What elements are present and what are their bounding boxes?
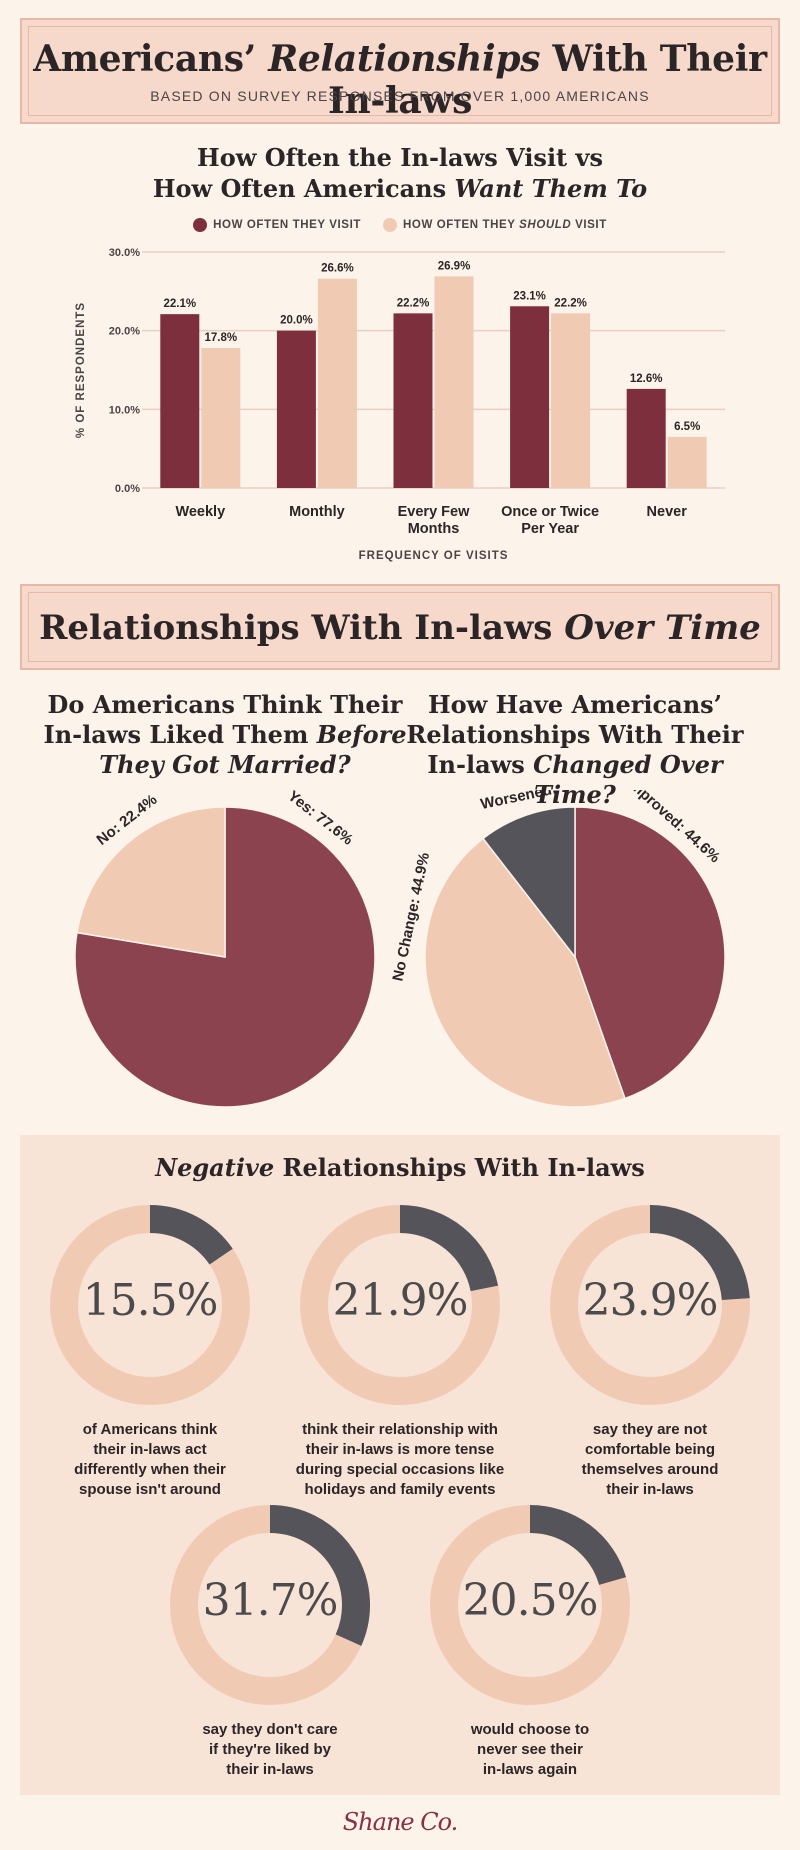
pie2-title: How Have Americans’ Relationships With T… bbox=[406, 690, 744, 809]
caption-line: would choose to bbox=[470, 1721, 590, 1738]
legend-swatch-dark bbox=[193, 218, 208, 232]
donut-arc bbox=[269, 1505, 370, 1646]
donut-ring bbox=[550, 1205, 750, 1405]
caption-line: never see their bbox=[477, 1741, 583, 1758]
donut-stat: 23.9% bbox=[550, 1205, 750, 1405]
bar-visit bbox=[276, 330, 316, 488]
bar-value-label: 26.9% bbox=[438, 260, 471, 272]
pie-chart-liked-before: Yes: 77.6%No: 22.4% bbox=[74, 790, 376, 1108]
bar-should-visit bbox=[201, 347, 241, 488]
bar-value-label: 26.6% bbox=[321, 263, 354, 275]
donut-ring bbox=[300, 1205, 500, 1405]
bar-should-visit bbox=[551, 313, 591, 488]
donut-value: 21.9% bbox=[332, 1275, 469, 1326]
caption-line: their in-laws act bbox=[93, 1441, 207, 1458]
caption-line: during special occasions like bbox=[295, 1461, 505, 1478]
x-tick-label: Every Few bbox=[398, 504, 470, 520]
negative-title: Negative Relationships With In-laws bbox=[155, 1153, 645, 1182]
x-axis-label: FREQUENCY OF VISITS bbox=[359, 550, 509, 562]
donut-caption: of Americans think their in-laws act diffe… bbox=[40, 1420, 260, 1500]
bar-visit bbox=[510, 306, 550, 488]
bar-visit bbox=[393, 313, 433, 488]
y-tick-label: 10.0% bbox=[109, 404, 140, 416]
section-banner: Relationships With In-laws Over Time bbox=[20, 584, 780, 670]
negative-panel bbox=[20, 1135, 780, 1795]
donut-stat: 31.7% bbox=[170, 1505, 370, 1705]
donut-stat: 21.9% bbox=[300, 1205, 500, 1405]
x-tick-label: Once or Twice bbox=[501, 504, 599, 520]
bar-value-label: 6.5% bbox=[674, 421, 700, 433]
bar-should-visit bbox=[667, 436, 707, 488]
caption-line: holidays and family events bbox=[304, 1481, 496, 1498]
donut-ring bbox=[50, 1205, 250, 1405]
caption-line: say they are not bbox=[592, 1421, 708, 1438]
y-tick-label: 0.0% bbox=[115, 483, 140, 495]
caption-line: in-laws again bbox=[482, 1761, 578, 1778]
donut-caption: say they are not comfortable being themsel… bbox=[540, 1420, 760, 1500]
donut-caption: would choose to never see their in-laws ag… bbox=[420, 1720, 640, 1780]
legend-swatch-light bbox=[383, 218, 398, 232]
pie-slice bbox=[482, 806, 576, 960]
bar-value-label: 22.2% bbox=[397, 297, 430, 309]
bar-legend: HOW OFTEN THEY VISIT HOW OFTEN THEY SHOU… bbox=[0, 218, 800, 232]
donut-value: 15.5% bbox=[82, 1275, 219, 1326]
caption-line: their in-laws bbox=[226, 1761, 314, 1778]
header-banner: Americans’ Relationships With Their In-l… bbox=[20, 18, 780, 124]
caption-line: say they don't care bbox=[202, 1721, 338, 1738]
x-tick-label: Weekly bbox=[175, 504, 225, 520]
caption-line: comfortable being bbox=[584, 1441, 715, 1458]
donut-ring bbox=[170, 1505, 370, 1705]
caption-line: differently when their bbox=[74, 1461, 226, 1478]
x-tick-label: Per Year bbox=[521, 521, 579, 537]
bar-value-label: 22.1% bbox=[163, 298, 196, 310]
page-subtitle: BASED ON SURVEY RESPONSES FROM OVER 1,00… bbox=[150, 88, 650, 104]
legend-item-should-visit: HOW OFTEN THEY SHOULD VISIT bbox=[383, 218, 607, 232]
legend-item-visit: HOW OFTEN THEY VISIT bbox=[193, 218, 361, 232]
bar-value-label: 23.1% bbox=[513, 290, 546, 302]
bar-value-label: 22.2% bbox=[554, 297, 587, 309]
donut-value: 31.7% bbox=[202, 1575, 339, 1626]
bar-should-visit bbox=[434, 276, 474, 488]
section-title: Relationships With In-laws Over Time bbox=[39, 608, 761, 648]
bar-chart: 0.0% 10.0% 20.0% 30.0% % OF RESPONDENTS 22.1%… bbox=[75, 247, 725, 562]
donut-caption: think their relationship with their in-la… bbox=[290, 1420, 510, 1500]
pie-slice bbox=[76, 806, 226, 958]
x-tick-label: Never bbox=[647, 504, 688, 520]
bar-value-label: 17.8% bbox=[204, 332, 237, 344]
caption-line: their in-laws bbox=[606, 1481, 694, 1498]
bar-should-visit bbox=[317, 278, 357, 488]
brand-logo: Shane Co. bbox=[342, 1808, 459, 1836]
donut-stat: 20.5% bbox=[430, 1505, 630, 1705]
caption-line: think their relationship with bbox=[302, 1421, 498, 1438]
pie-chart-changed-over-time: Improved: 44.6%No Change: 44.9%Worsened:… bbox=[390, 790, 726, 1108]
donut-arc bbox=[149, 1205, 233, 1265]
caption-line: their in-laws is more tense bbox=[305, 1441, 495, 1458]
donut-ring bbox=[430, 1505, 630, 1705]
pie-slice bbox=[574, 806, 726, 1100]
bar-value-label: 20.0% bbox=[280, 315, 313, 327]
pie1-title: Do Americans Think Their In-laws Liked T… bbox=[43, 690, 407, 779]
donut-arc bbox=[649, 1205, 750, 1301]
bar-visit bbox=[160, 314, 200, 488]
caption-line: themselves around bbox=[581, 1461, 719, 1478]
pie-slice bbox=[424, 837, 626, 1108]
bar-value-label: 12.6% bbox=[630, 373, 663, 385]
y-tick-label: 30.0% bbox=[109, 247, 140, 259]
donut-value: 20.5% bbox=[462, 1575, 599, 1626]
donut-arc bbox=[529, 1505, 627, 1586]
bar-visit bbox=[626, 388, 666, 488]
bar-chart-title: How Often the In-laws Visit vs How Often… bbox=[152, 143, 648, 203]
caption-line: spouse isn't around bbox=[79, 1481, 221, 1498]
donut-value: 23.9% bbox=[582, 1275, 719, 1326]
x-tick-label: Monthly bbox=[289, 504, 345, 520]
caption-line: if they're liked by bbox=[209, 1741, 331, 1758]
donut-arc bbox=[399, 1205, 499, 1292]
caption-line: of Americans think bbox=[82, 1421, 218, 1438]
y-tick-label: 20.0% bbox=[109, 326, 140, 338]
donut-caption: say they don't care if they're liked by th… bbox=[160, 1720, 380, 1780]
donut-stat: 15.5% bbox=[50, 1205, 250, 1405]
page-title: Americans’ Relationships With Their In-l… bbox=[33, 38, 767, 122]
y-axis-label: % OF RESPONDENTS bbox=[75, 302, 87, 438]
x-tick-label: Months bbox=[408, 521, 460, 537]
